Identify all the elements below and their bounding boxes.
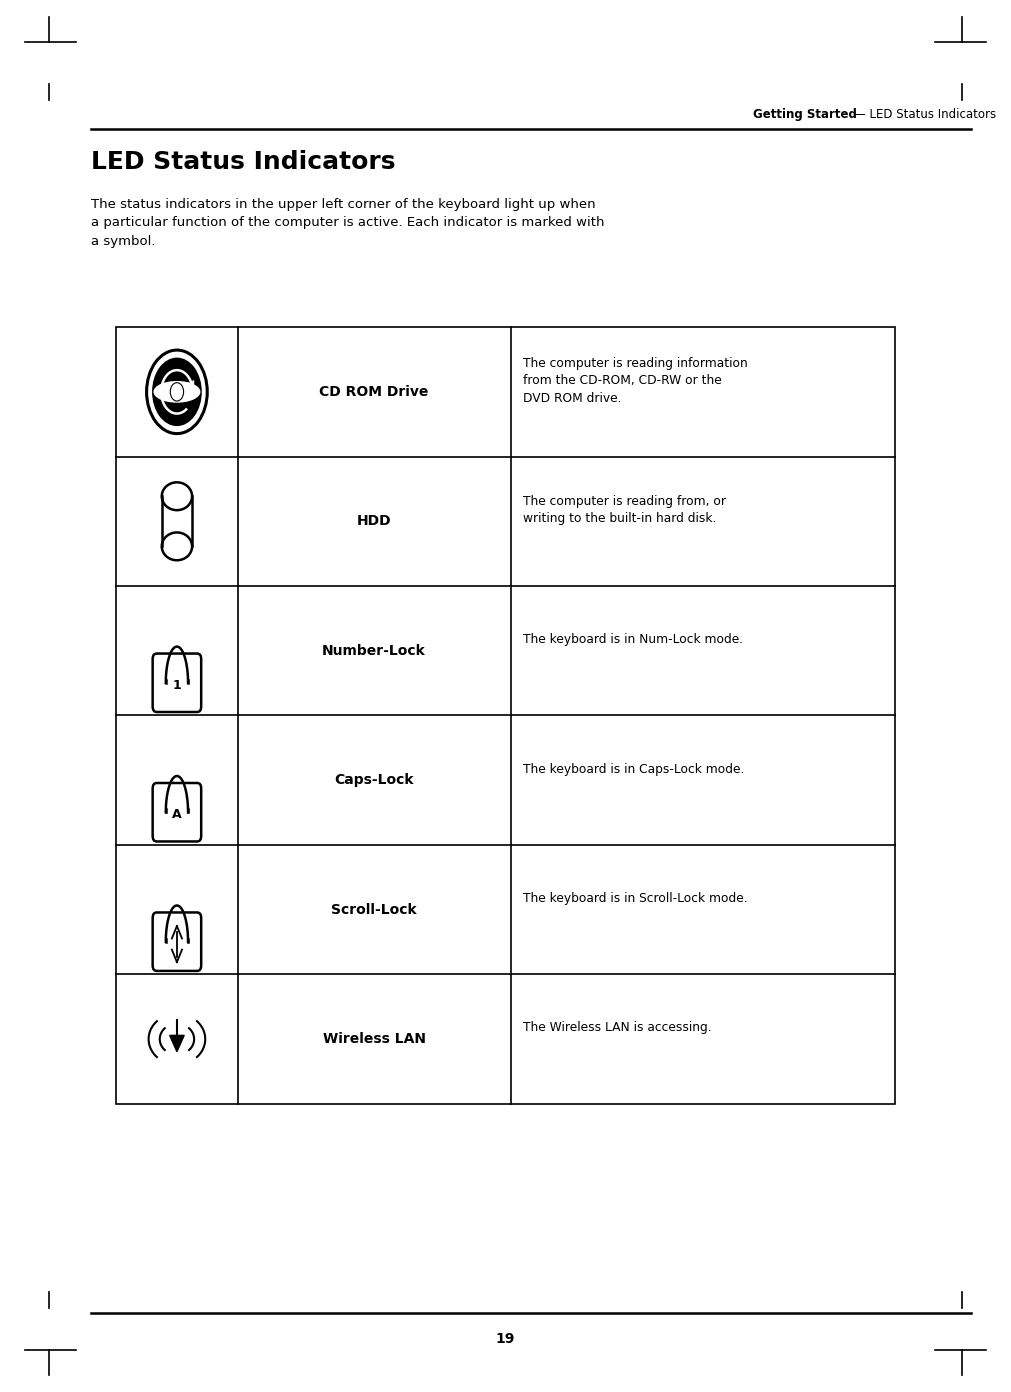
- Polygon shape: [170, 1036, 184, 1052]
- Text: 19: 19: [495, 1332, 516, 1346]
- Text: The keyboard is in Caps-Lock mode.: The keyboard is in Caps-Lock mode.: [523, 763, 744, 775]
- Text: Getting Started: Getting Started: [753, 109, 857, 121]
- Text: A: A: [172, 809, 182, 821]
- Bar: [116, 327, 895, 1104]
- Circle shape: [170, 383, 184, 401]
- Text: Number-Lock: Number-Lock: [323, 643, 426, 658]
- Ellipse shape: [154, 381, 200, 402]
- Text: Caps-Lock: Caps-Lock: [335, 773, 413, 788]
- Text: The status indicators in the upper left corner of the keyboard light up when
a p: The status indicators in the upper left …: [91, 198, 605, 248]
- Text: The keyboard is in Scroll-Lock mode.: The keyboard is in Scroll-Lock mode.: [523, 892, 747, 905]
- Text: Wireless LAN: Wireless LAN: [323, 1031, 426, 1047]
- Text: LED Status Indicators: LED Status Indicators: [91, 150, 395, 174]
- FancyBboxPatch shape: [153, 654, 201, 713]
- Text: The keyboard is in Num-Lock mode.: The keyboard is in Num-Lock mode.: [523, 633, 743, 646]
- Ellipse shape: [162, 483, 192, 509]
- Text: HDD: HDD: [357, 514, 391, 529]
- Text: The computer is reading from, or
writing to the built-in hard disk.: The computer is reading from, or writing…: [523, 496, 726, 525]
- Text: — LED Status Indicators: — LED Status Indicators: [854, 109, 997, 121]
- FancyBboxPatch shape: [153, 782, 201, 841]
- FancyBboxPatch shape: [153, 913, 201, 972]
- Text: Scroll-Lock: Scroll-Lock: [332, 902, 417, 917]
- Text: CD ROM Drive: CD ROM Drive: [319, 384, 429, 400]
- Text: 1: 1: [173, 679, 181, 692]
- Circle shape: [152, 358, 202, 426]
- Text: The Wireless LAN is accessing.: The Wireless LAN is accessing.: [523, 1022, 712, 1034]
- Text: The computer is reading information
from the CD-ROM, CD-RW or the
DVD ROM drive.: The computer is reading information from…: [523, 356, 747, 405]
- Ellipse shape: [162, 532, 192, 560]
